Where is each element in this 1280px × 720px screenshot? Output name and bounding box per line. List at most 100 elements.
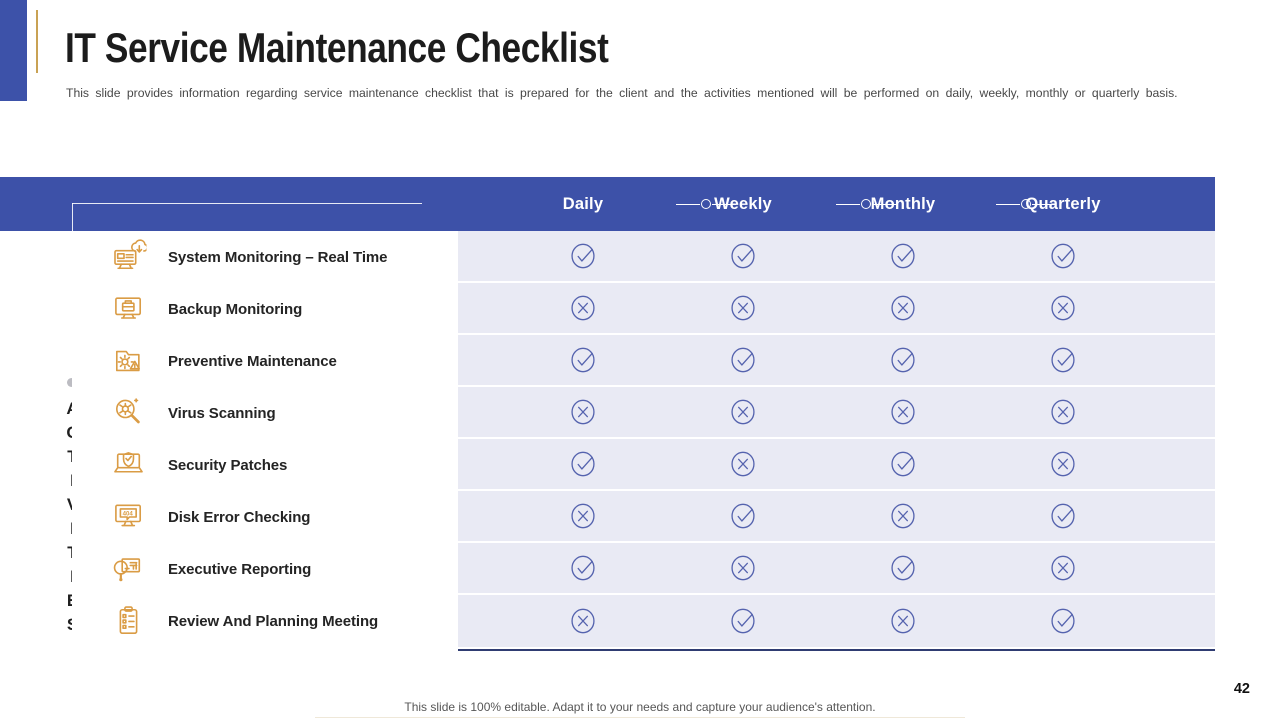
cross-icon	[1049, 293, 1077, 323]
activity-row: System Monitoring – Real Time	[72, 231, 1215, 283]
activity-label: Disk Error Checking	[168, 508, 311, 526]
table-header-band: Daily Weekly Monthly Quarterly	[0, 177, 1215, 231]
bracket-line-horizontal	[72, 203, 422, 204]
activity-cell: System Monitoring – Real Time	[72, 231, 458, 283]
header-connector	[836, 199, 896, 209]
status-cell	[823, 449, 983, 479]
activity-label: Preventive Maintenance	[168, 352, 337, 370]
activity-cell: Preventive Maintenance	[72, 335, 458, 387]
cross-icon	[729, 553, 757, 583]
status-cells	[458, 543, 1215, 595]
activity-label: Security Patches	[168, 456, 288, 474]
check-icon	[889, 449, 917, 479]
header-connector	[676, 199, 736, 209]
activity-cell: Backup Monitoring	[72, 283, 458, 335]
status-cell	[823, 553, 983, 583]
check-icon	[1049, 345, 1077, 375]
status-cell	[503, 241, 663, 271]
check-icon	[729, 345, 757, 375]
status-cell	[823, 241, 983, 271]
preventive-maintenance-icon	[110, 343, 147, 379]
status-cell	[983, 241, 1143, 271]
table-bottom-border	[458, 649, 1215, 651]
activity-row: Disk Error Checking	[72, 491, 1215, 543]
virus-scanning-icon	[110, 395, 147, 431]
status-cell	[983, 293, 1143, 323]
corner-accent-bar	[0, 0, 27, 101]
check-icon	[569, 345, 597, 375]
status-cell	[983, 501, 1143, 531]
cross-icon	[1049, 397, 1077, 427]
status-cell	[503, 553, 663, 583]
activity-row: Security Patches	[72, 439, 1215, 491]
page-title: IT Service Maintenance Checklist	[65, 24, 609, 71]
status-cell	[503, 293, 663, 323]
activity-row: Executive Reporting	[72, 543, 1215, 595]
status-cell	[663, 293, 823, 323]
activity-cell: Disk Error Checking	[72, 491, 458, 543]
check-icon	[889, 241, 917, 271]
check-icon	[569, 241, 597, 271]
check-icon	[729, 241, 757, 271]
status-cells	[458, 283, 1215, 335]
column-headers: Daily Weekly Monthly Quarterly	[458, 177, 1260, 231]
column-header-monthly: Monthly	[870, 194, 936, 213]
status-cell	[503, 397, 663, 427]
check-icon	[729, 501, 757, 531]
check-icon	[569, 553, 597, 583]
check-icon	[1049, 606, 1077, 636]
cross-icon	[889, 293, 917, 323]
disk-error-checking-icon	[110, 499, 147, 535]
activity-row: Virus Scanning	[72, 387, 1215, 439]
bracket-dot	[67, 378, 76, 387]
page-number: 42	[1233, 681, 1250, 697]
status-cell	[663, 449, 823, 479]
activity-cell: Security Patches	[72, 439, 458, 491]
status-cell	[503, 501, 663, 531]
activity-label: Review And Planning Meeting	[168, 612, 379, 630]
status-cell	[983, 397, 1143, 427]
status-cell	[983, 606, 1143, 636]
column-header-daily: Daily	[562, 194, 604, 213]
header-connector	[996, 199, 1056, 209]
activity-cell: Review And Planning Meeting	[72, 595, 458, 647]
status-cell	[823, 501, 983, 531]
status-cell	[823, 397, 983, 427]
activity-label: Backup Monitoring	[168, 300, 303, 318]
activity-label: Virus Scanning	[168, 404, 276, 422]
status-cells	[458, 491, 1215, 543]
cross-icon	[889, 397, 917, 427]
activity-cell: Virus Scanning	[72, 387, 458, 439]
review-planning-meeting-icon	[110, 603, 147, 639]
cross-icon	[569, 606, 597, 636]
cross-icon	[729, 397, 757, 427]
footer-rule	[315, 717, 965, 718]
status-cell	[983, 553, 1143, 583]
status-cells	[458, 335, 1215, 387]
cross-icon	[1049, 553, 1077, 583]
backup-monitoring-icon	[110, 291, 147, 327]
status-cells	[458, 595, 1215, 647]
activity-row: Preventive Maintenance	[72, 335, 1215, 387]
status-cell	[823, 293, 983, 323]
cross-icon	[569, 397, 597, 427]
check-icon	[889, 553, 917, 583]
activity-row: Backup Monitoring	[72, 283, 1215, 335]
activity-label: System Monitoring – Real Time	[168, 248, 388, 266]
bracket-line-vertical	[72, 203, 73, 231]
column-header-weekly: Weekly	[714, 194, 772, 213]
cross-icon	[889, 606, 917, 636]
status-cell	[663, 397, 823, 427]
check-icon	[729, 606, 757, 636]
status-cell	[663, 501, 823, 531]
check-icon	[1049, 241, 1077, 271]
status-cell	[983, 345, 1143, 375]
status-cell	[503, 449, 663, 479]
status-cells	[458, 439, 1215, 491]
check-icon	[569, 449, 597, 479]
check-icon	[1049, 501, 1077, 531]
column-header-quarterly: Quarterly	[1025, 194, 1101, 213]
status-cell	[503, 606, 663, 636]
status-cell	[983, 449, 1143, 479]
